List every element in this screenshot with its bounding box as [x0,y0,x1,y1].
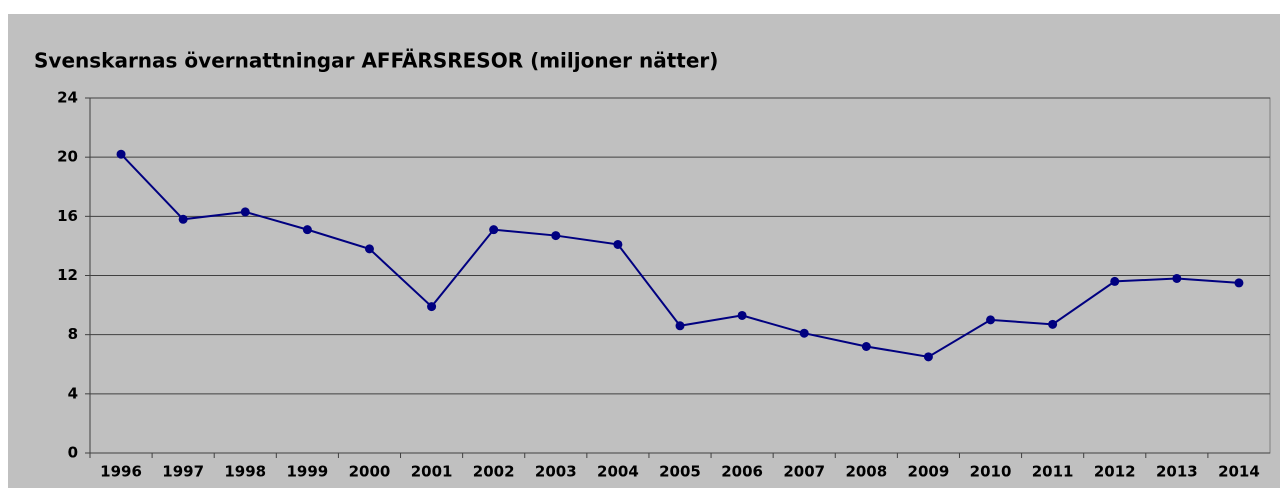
data-point [799,328,809,338]
x-tick-label: 2002 [473,463,515,481]
x-tick-label: 2010 [970,463,1012,481]
x-tick-label: 1999 [286,463,328,481]
data-point [1110,276,1120,286]
data-point [240,207,250,217]
x-tick-label: 1997 [162,463,204,481]
data-point [861,342,871,351]
x-tick-label: 2008 [845,463,887,481]
data-point [1234,278,1244,288]
data-point [364,244,374,254]
y-tick-label: 16 [57,207,78,225]
data-point [923,352,933,362]
data-point [986,315,996,325]
y-tick-label: 24 [57,89,78,107]
x-tick-label: 2011 [1032,463,1074,481]
y-tick-label: 8 [68,325,78,343]
data-point [1172,273,1182,283]
x-tick-label: 2007 [783,463,825,481]
data-point [737,310,747,320]
data-point [178,214,188,224]
chart-background [8,14,1280,488]
y-tick-label: 4 [68,384,78,402]
x-tick-label: 1996 [100,463,142,481]
x-tick-label: 2012 [1094,463,1136,481]
y-tick-label: 0 [68,444,78,462]
data-point [551,231,561,241]
data-point [302,225,312,235]
x-tick-label: 2001 [411,463,453,481]
x-tick-label: 2009 [908,463,950,481]
x-tick-label: 2006 [721,463,763,481]
data-point [489,225,499,235]
data-point [427,302,437,312]
x-tick-label: 2013 [1156,463,1198,481]
x-tick-label: 2005 [659,463,701,481]
data-point [116,149,126,159]
y-tick-label: 20 [57,148,78,166]
x-tick-label: 2004 [597,463,639,481]
chart-title: Svenskarnas övernattningar AFFÄRSRESOR (… [34,49,718,73]
y-tick-label: 12 [57,266,78,284]
x-tick-label: 2000 [349,463,391,481]
data-point [613,239,623,249]
data-point [675,321,685,331]
x-tick-label: 1998 [224,463,266,481]
data-point [1048,319,1058,329]
x-tick-label: 2003 [535,463,577,481]
x-tick-label: 2014 [1218,463,1260,481]
